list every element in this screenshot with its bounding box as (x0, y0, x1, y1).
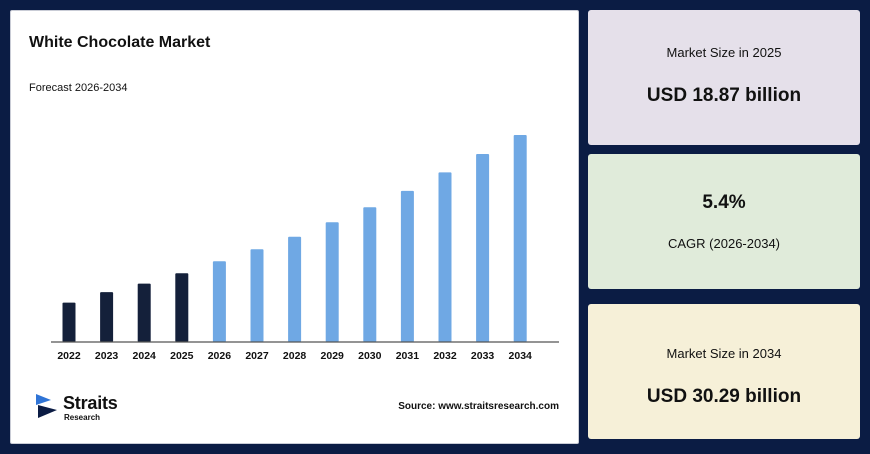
x-tick-label: 2023 (95, 350, 119, 362)
bar-2022 (62, 302, 76, 342)
market-size-2025-card: Market Size in 2025 USD 18.87 billion (588, 10, 860, 145)
logo-wordmark: Straits (63, 393, 118, 413)
x-tick-labels: 2022 2023 2024 2025 2026 2027 2028 2029 2030 2031… (57, 350, 532, 362)
bar-2025 (175, 273, 189, 342)
card-value: USD 18.87 billion (646, 85, 802, 106)
card-label: CAGR (2026-2034) (668, 236, 780, 251)
card-value: USD 30.29 billion (646, 386, 802, 407)
x-tick-label: 2032 (433, 350, 457, 362)
source-note: Source: www.straitsresearch.com (398, 401, 559, 412)
bar-2026 (212, 261, 226, 342)
bar-2034 (513, 135, 527, 342)
logo-subtext: Research (64, 413, 101, 422)
x-tick-label: 2026 (208, 350, 232, 362)
bar-2023 (100, 292, 114, 342)
card-label: Market Size in 2025 (666, 45, 782, 60)
bar-2028 (288, 236, 302, 342)
x-tick-label: 2030 (358, 350, 382, 362)
x-tick-label: 2033 (471, 350, 495, 362)
x-tick-label: 2031 (396, 350, 420, 362)
bar-2024 (137, 283, 151, 342)
chart-subtitle: Forecast 2026-2034 (29, 82, 128, 94)
x-tick-label: 2025 (170, 350, 194, 362)
cagr-card: 5.4% CAGR (2026-2034) (588, 154, 860, 289)
bars-group (62, 135, 527, 342)
bar-2027 (250, 249, 264, 342)
chart-title: White Chocolate Market (29, 34, 211, 51)
chart-panel: White Chocolate Market Forecast 2026-203… (10, 10, 579, 444)
card-label: Market Size in 2034 (666, 346, 782, 361)
bar-2032 (438, 172, 452, 342)
bar-2033 (476, 154, 490, 342)
bar-chart: 2022 2023 2024 2025 2026 2027 2028 2029 2030 2031… (51, 135, 559, 362)
x-tick-label: 2029 (321, 350, 345, 362)
card-value: 5.4% (702, 192, 746, 213)
market-size-2034-card: Market Size in 2034 USD 30.29 billion (588, 304, 860, 439)
bar-2030 (363, 207, 377, 342)
straits-logo: Straits Research (35, 392, 145, 432)
straits-logo-icon (36, 394, 57, 418)
x-tick-label: 2024 (133, 350, 157, 362)
x-tick-label: 2028 (283, 350, 307, 362)
x-tick-label: 2027 (245, 350, 269, 362)
bar-2031 (400, 190, 414, 342)
x-tick-label: 2034 (509, 350, 533, 362)
bar-2029 (325, 222, 339, 342)
x-tick-label: 2022 (57, 350, 81, 362)
